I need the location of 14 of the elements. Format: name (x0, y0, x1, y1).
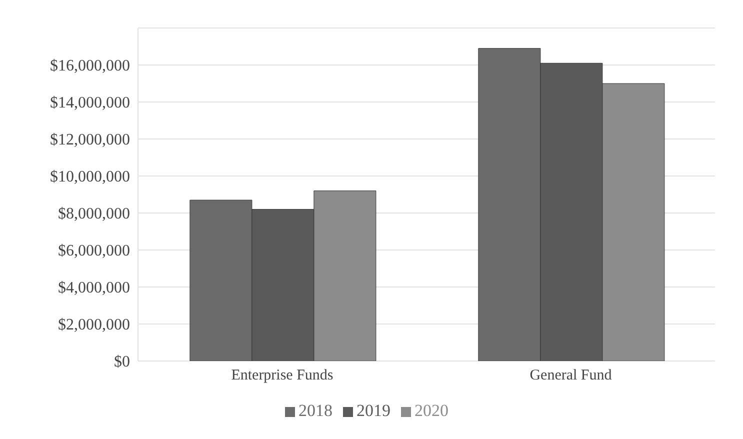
y-tick-label: $14,000,000 (50, 94, 130, 112)
y-tick-label: $12,000,000 (50, 132, 130, 149)
legend-label: 2019 (356, 401, 390, 420)
x-tick-label: General Fund (530, 368, 612, 384)
y-tick-label: $16,000,000 (50, 58, 130, 75)
y-tick-label: $2,000,000 (58, 316, 130, 334)
y-tick-label: $0 (114, 354, 130, 371)
legend-label: 2018 (298, 401, 332, 420)
y-tick-label: $4,000,000 (58, 280, 130, 297)
x-tick-label: Enterprise Funds (231, 368, 334, 384)
legend-label: 2020 (414, 401, 448, 420)
y-tick-label: $6,000,000 (58, 242, 130, 260)
y-tick-label: $8,000,000 (58, 206, 130, 223)
y-tick-label: $10,000,000 (50, 168, 130, 186)
